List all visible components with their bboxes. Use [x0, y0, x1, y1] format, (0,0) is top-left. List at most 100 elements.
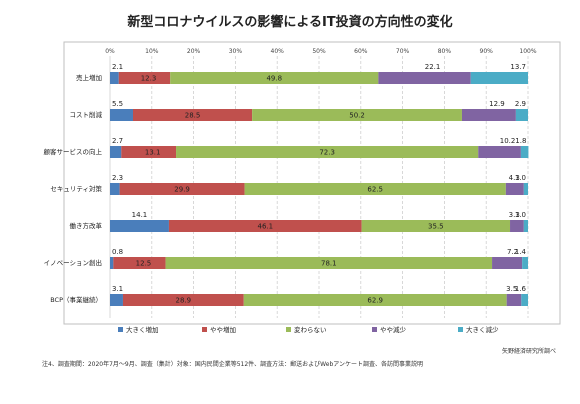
data-label: 1.0	[515, 174, 526, 182]
data-label: 1.0	[515, 211, 526, 219]
bar-segment	[506, 294, 522, 306]
category-label: BCP（事業継続）	[50, 295, 102, 304]
bar-segment	[505, 183, 524, 195]
bar-segment	[510, 220, 524, 232]
bar-segment	[110, 257, 114, 269]
legend-swatch	[202, 327, 207, 332]
legend-label: 変わらない	[294, 325, 327, 334]
data-label: 49.8	[266, 75, 282, 83]
data-label: 2.9	[515, 100, 526, 108]
legend-swatch	[118, 327, 123, 332]
data-label: 3.5	[506, 285, 517, 293]
bar-segment	[520, 146, 529, 158]
bar-segment	[110, 220, 169, 232]
bars	[110, 72, 529, 306]
x-tick-label: 50%	[312, 48, 326, 55]
bar-segment	[492, 257, 523, 269]
data-label: 22.1	[425, 63, 441, 71]
data-labels: 2.1 12.3 49.8 22.1 13.7 5.5 28.5 50.2 12.9 2.9 2.7…	[112, 63, 527, 305]
bar-segment	[110, 109, 133, 121]
data-label: 12.9	[489, 100, 505, 108]
bar-segment	[176, 146, 479, 158]
legend-item: やや減少	[372, 325, 407, 334]
data-label: 12.5	[136, 260, 152, 268]
data-label: 5.5	[112, 100, 123, 108]
bar-segment	[244, 183, 506, 195]
x-tick-label: 10%	[145, 48, 159, 55]
bar-segment	[461, 109, 516, 121]
x-tick-label: 100%	[519, 48, 536, 55]
bar-segment	[470, 72, 528, 84]
data-label: 13.1	[145, 149, 161, 157]
data-label: 2.3	[112, 174, 123, 182]
data-label: 13.7	[510, 63, 526, 71]
bar-segment	[110, 146, 122, 158]
data-label: 62.5	[367, 186, 383, 194]
bar-segment	[478, 146, 521, 158]
legend-label: 大きく増加	[126, 325, 159, 334]
category-label: 売上増加	[76, 73, 102, 82]
legend-swatch	[372, 327, 377, 332]
legend-label: 大きく減少	[466, 325, 499, 334]
x-tick-label: 80%	[438, 48, 452, 55]
category-label: セキュリティ対策	[50, 184, 102, 193]
bar-segment	[168, 220, 362, 232]
data-label: 72.3	[319, 149, 335, 157]
data-label: 12.3	[141, 75, 157, 83]
bar-segment	[121, 146, 177, 158]
legend-label: やや減少	[380, 325, 407, 334]
bar-segment	[165, 257, 493, 269]
x-tick-label: 60%	[354, 48, 368, 55]
bar-segment	[110, 294, 123, 306]
x-axis-ticks: 0% 10% 20% 30% 40% 50% 60% 70% 80% 90% 100%	[105, 48, 537, 55]
bar-segment	[243, 294, 507, 306]
category-label: イノベーション創出	[44, 258, 102, 267]
data-label: 35.5	[428, 223, 444, 231]
bar-segment	[252, 109, 462, 121]
legend-swatch	[286, 327, 291, 332]
data-label: 62.9	[367, 297, 383, 305]
x-tick-label: 40%	[271, 48, 285, 55]
legend-item: やや増加	[202, 325, 236, 334]
bar-segment	[113, 257, 166, 269]
data-label: 2.1	[112, 63, 123, 71]
x-tick-label: 30%	[229, 48, 243, 55]
bar-segment	[170, 72, 379, 84]
bar-segment	[118, 72, 171, 84]
legend-item: 変わらない	[286, 325, 327, 334]
bar-segment	[522, 257, 528, 269]
bar-segment	[521, 294, 528, 306]
bar-segment	[378, 72, 471, 84]
plot-frame	[63, 41, 561, 325]
data-label: 28.5	[185, 112, 201, 120]
data-label: 1.8	[515, 137, 526, 145]
bar-segment	[523, 183, 528, 195]
source-credit: 矢野経済研究所調べ	[502, 347, 556, 355]
data-label: 4.3	[509, 174, 520, 182]
bar-segment	[119, 183, 245, 195]
data-label: 29.9	[174, 186, 190, 194]
category-labels: 売上増加コスト削減顧客サービスの向上セキュリティ対策働き方改革イノベーション創出…	[44, 73, 103, 304]
x-tick-label: 0%	[105, 48, 115, 55]
legend-swatch	[458, 327, 463, 332]
data-label: 3.1	[112, 285, 123, 293]
legend: 大きく増加 やや増加 変わらない やや減少 大きく減少	[118, 325, 499, 334]
category-label: 働き方改革	[70, 221, 103, 230]
chart-title: 新型コロナウイルスの影響によるIT投資の方向性の変化	[127, 14, 452, 30]
x-tick-label: 90%	[480, 48, 494, 55]
footnote: 注4、調査期間：2020年7月～9月、調査（集計）対象：国内民間企業等512件、…	[42, 360, 423, 368]
data-label: 0.8	[112, 248, 123, 256]
data-label: 3.3	[509, 211, 520, 219]
legend-item: 大きく増加	[118, 325, 159, 334]
data-label: 78.1	[321, 260, 337, 268]
legend-item: 大きく減少	[458, 325, 499, 334]
data-label: 2.7	[112, 137, 123, 145]
x-tick-label: 20%	[187, 48, 201, 55]
legend-label: やや増加	[210, 325, 236, 334]
data-label: 1.6	[515, 285, 527, 293]
data-label: 46.1	[257, 223, 273, 231]
category-label: コスト削減	[70, 110, 103, 119]
bar-segment	[515, 109, 528, 121]
data-label: 7.2	[507, 248, 518, 256]
data-label: 50.2	[349, 112, 365, 120]
